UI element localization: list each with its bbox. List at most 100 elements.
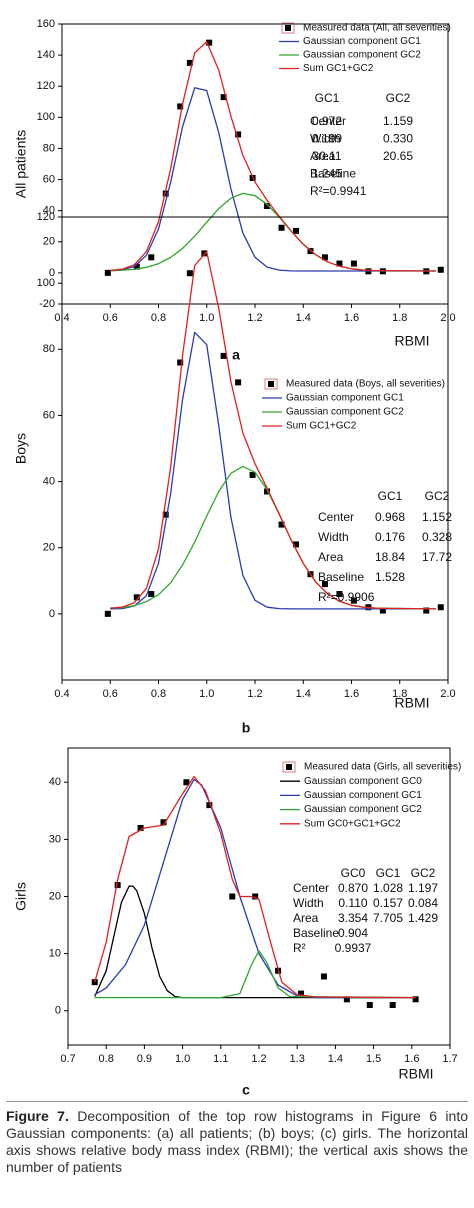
y-tick-label: 10	[49, 948, 61, 960]
param-value: 1.028	[373, 881, 403, 895]
param-value: 3.354	[338, 911, 368, 925]
data-point	[412, 996, 419, 1003]
data-point	[321, 581, 328, 588]
y-tick-label: 20	[43, 236, 55, 248]
legend-label: Sum GC1+GC2	[286, 421, 357, 432]
param-value: 20.65	[383, 149, 413, 163]
param-label: Width	[293, 896, 324, 910]
x-tick-label: 0.6	[103, 312, 118, 324]
param-header: GC2	[425, 489, 450, 503]
legend-frame	[264, 378, 278, 390]
param-label: Center	[318, 510, 354, 524]
plot-frame	[61, 23, 449, 305]
caption-label: Figure 7.	[6, 1108, 69, 1124]
data-point	[249, 471, 256, 478]
caption-text: Decomposition of the top row histograms …	[6, 1108, 469, 1175]
param-value: 0.157	[373, 896, 403, 910]
fit-curve	[94, 950, 416, 999]
x-tick-label: 0.8	[99, 1053, 114, 1065]
y-tick-label: 60	[43, 173, 55, 185]
data-point	[264, 488, 271, 495]
data-point	[206, 802, 213, 809]
data-point	[336, 591, 343, 598]
data-point	[235, 131, 242, 138]
param-label: R²=0.9941	[310, 184, 367, 198]
data-point	[278, 521, 285, 528]
y-axis-label: Boys	[13, 433, 29, 464]
param-value: 0.199	[312, 132, 342, 146]
y-tick-label: 0	[55, 1005, 61, 1017]
x-tick-label: 1.2	[247, 688, 262, 700]
x-tick-label: 1.4	[296, 312, 311, 324]
legend-label: Measured data (All, all severities)	[303, 23, 451, 34]
data-point	[437, 604, 444, 611]
x-tick-label: 1.8	[392, 312, 407, 324]
legend-marker	[286, 764, 292, 770]
y-tick-label: 40	[49, 776, 61, 788]
y-tick-label: 30	[49, 833, 61, 845]
data-point	[114, 882, 121, 889]
legend-label: Gaussian component GC0	[304, 776, 422, 787]
data-point	[162, 511, 169, 518]
y-tick-label: 80	[43, 142, 55, 154]
param-value: 1.429	[408, 911, 438, 925]
panel-label: c	[242, 1082, 250, 1098]
data-point	[160, 819, 167, 826]
y-tick-label: 100	[37, 277, 55, 289]
data-point	[177, 359, 184, 366]
legend-label: Gaussian component GC1	[304, 790, 422, 801]
fit-curve	[94, 775, 416, 999]
y-tick-label: 60	[43, 409, 55, 421]
x-tick-label: 1.2	[247, 312, 262, 324]
param-value: 1.152	[422, 510, 452, 524]
param-header: GC0	[341, 866, 366, 880]
x-tick-label: 1.0	[199, 312, 214, 324]
param-value: 0.870	[338, 881, 368, 895]
data-point	[343, 996, 350, 1003]
y-tick-label: 40	[43, 205, 55, 217]
data-point	[177, 103, 184, 110]
legend-label: Gaussian component GC1	[303, 36, 421, 47]
param-value: 0.328	[422, 530, 452, 544]
param-value: 0.9937	[335, 941, 372, 955]
y-tick-label: 160	[37, 18, 55, 30]
legend-marker	[268, 381, 274, 387]
x-tick-label: 2.0	[440, 688, 455, 700]
param-label: Baseline	[310, 167, 356, 181]
param-label: Width	[310, 132, 341, 146]
data-point	[133, 263, 140, 270]
y-tick-label: 20	[43, 542, 55, 554]
x-tick-label: 1.8	[392, 688, 407, 700]
legend-label: Gaussian component GC1	[286, 393, 404, 404]
data-point	[293, 541, 300, 548]
data-point	[235, 379, 242, 386]
legend-label: Gaussian component GC2	[304, 804, 422, 815]
y-tick-label: 40	[43, 475, 55, 487]
data-point	[366, 1002, 373, 1009]
fit-curve	[110, 87, 436, 272]
legend-label: Gaussian component GC2	[303, 50, 421, 61]
x-tick-label: 0.6	[103, 688, 118, 700]
x-tick-label: 1.0	[199, 688, 214, 700]
data-point	[293, 227, 300, 234]
data-point	[104, 610, 111, 617]
x-tick-label: 1.6	[344, 688, 359, 700]
param-label: Area	[310, 149, 336, 163]
param-header: GC2	[386, 91, 411, 105]
data-point	[321, 254, 328, 261]
y-tick-label: 140	[37, 49, 55, 61]
x-tick-label: 1.6	[344, 312, 359, 324]
data-point	[379, 607, 386, 614]
data-point	[186, 59, 193, 66]
x-tick-label: 1.0	[175, 1053, 190, 1065]
data-point	[350, 260, 357, 267]
data-point	[264, 203, 271, 209]
param-value: 0.968	[375, 510, 405, 524]
param-label: Center	[310, 114, 346, 128]
y-axis-label: Girls	[13, 882, 29, 911]
fit-curve	[94, 885, 416, 999]
legend-label: Measured data (Girls, all severities)	[304, 762, 461, 773]
legend-marker	[285, 25, 291, 31]
legend-label: Gaussian component GC2	[286, 407, 404, 418]
